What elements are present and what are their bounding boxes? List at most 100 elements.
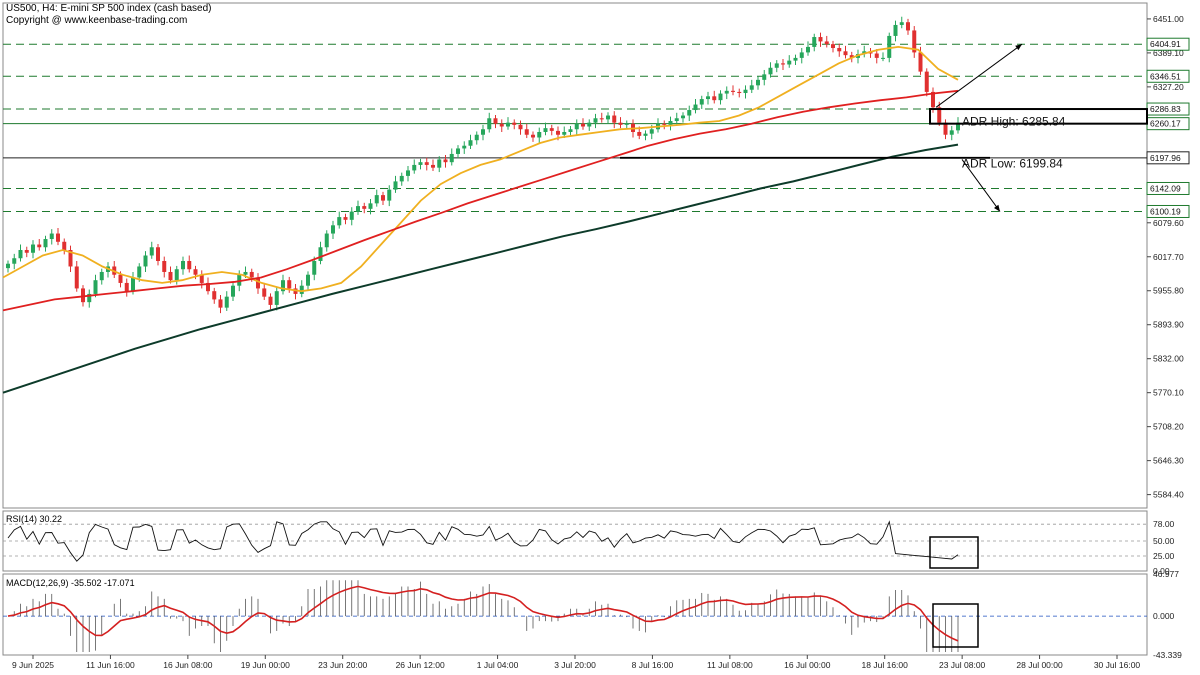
candle-body [724,90,729,94]
candle-body [549,128,554,131]
candle-body [18,250,23,259]
candle-body [699,99,704,105]
candle-body [243,271,248,275]
candle-body [606,115,610,120]
candle-body [468,140,473,146]
candle-body [924,71,929,92]
time-tick-label: 16 Jun 08:00 [163,660,212,670]
price-tick-label: 5646.30 [1153,456,1184,466]
candle-body [174,269,179,281]
candle-body [281,280,285,292]
price-tick-label: 5708.20 [1153,422,1184,432]
candle-body [937,107,942,123]
candle-body [949,130,954,135]
time-tick-label: 30 Jul 16:00 [1094,660,1141,670]
macd-tick-label: 46.977 [1153,569,1179,579]
candle-body [81,288,85,303]
candle-body [843,51,848,56]
candle-body [231,285,235,297]
level-label: 6142.09 [1150,183,1181,193]
candle-body [249,271,254,278]
ma-line-1 [2,89,959,312]
level-label-box [1146,204,1190,218]
price-tick-label: 5832.00 [1153,354,1184,364]
candle-body [12,258,17,264]
candle-body [912,30,917,53]
candle-body [918,52,923,72]
candle-body [587,122,592,127]
level-label-box [1146,37,1190,51]
candle-body [612,115,617,123]
time-tick-label: 11 Jul 08:00 [707,660,753,670]
candle-body [806,46,810,53]
price-tick-label: 5893.90 [1153,320,1184,330]
candle-body [506,122,510,127]
candle-body [324,233,329,248]
price-tick-label: 5770.10 [1153,388,1184,398]
candle-body [712,96,717,101]
candle-body [56,233,60,242]
candle-body [824,41,829,45]
candle-body [443,159,448,163]
candle-body [487,118,492,130]
candle-body [781,63,785,65]
candle-body [399,175,404,182]
candle-body [531,134,535,138]
candle-body [668,121,673,125]
candle-body [124,282,129,292]
level-label: 6197.96 [1150,153,1181,163]
candle-body [381,195,385,201]
candle-body [6,263,10,269]
candle-body [299,285,304,294]
candle-body [206,282,210,292]
candle-body [674,118,679,122]
candle-body [768,67,773,75]
candle-body [431,164,435,168]
candle-body [187,260,192,270]
arrow-down [961,159,1001,212]
candle-body [87,293,92,303]
time-tick-label: 26 Jun 12:00 [396,660,445,670]
rsi-label: RSI(14) 30.22 [6,514,63,524]
candle-body [649,129,654,134]
main-panel-frame [2,2,1148,509]
candle-body [662,123,667,125]
candle-body [849,55,854,58]
candle-body [343,217,348,220]
candle-body [481,129,485,135]
time-tick-label: 19 Jun 00:00 [241,660,290,670]
candle-body [418,162,423,165]
candle-body [718,93,723,101]
candle-body [906,22,910,31]
candle-body [137,266,142,278]
price-tick-label: 5584.40 [1153,490,1184,500]
candle-body [637,131,642,136]
candle-body [274,291,279,305]
chart-copyright: Copyright @ www.keenbase-trading.com [6,15,188,26]
candle-body [818,37,823,42]
candle-body [593,118,598,123]
candle-body [199,274,204,283]
candle-body [581,123,585,127]
candle-body [262,288,267,297]
candle-body [462,145,467,149]
candle-body [312,260,317,275]
candle-body [874,53,879,58]
candle-body [837,48,842,52]
candle-body [118,274,123,283]
level-label-box [1146,151,1190,165]
candle-body [256,277,260,289]
candle-body [499,123,504,127]
candle-body [887,35,892,58]
price-tick-label: 6017.70 [1153,252,1184,262]
candle-body [362,206,367,209]
price-tick-label: 5955.80 [1153,286,1184,296]
candle-body [799,52,804,58]
candle-body [368,203,373,209]
candle-body [743,89,748,94]
candle-body [568,129,573,132]
candle-body [93,280,98,294]
candle-body [831,44,835,49]
rsi-tick-label: 50.00 [1153,536,1175,546]
